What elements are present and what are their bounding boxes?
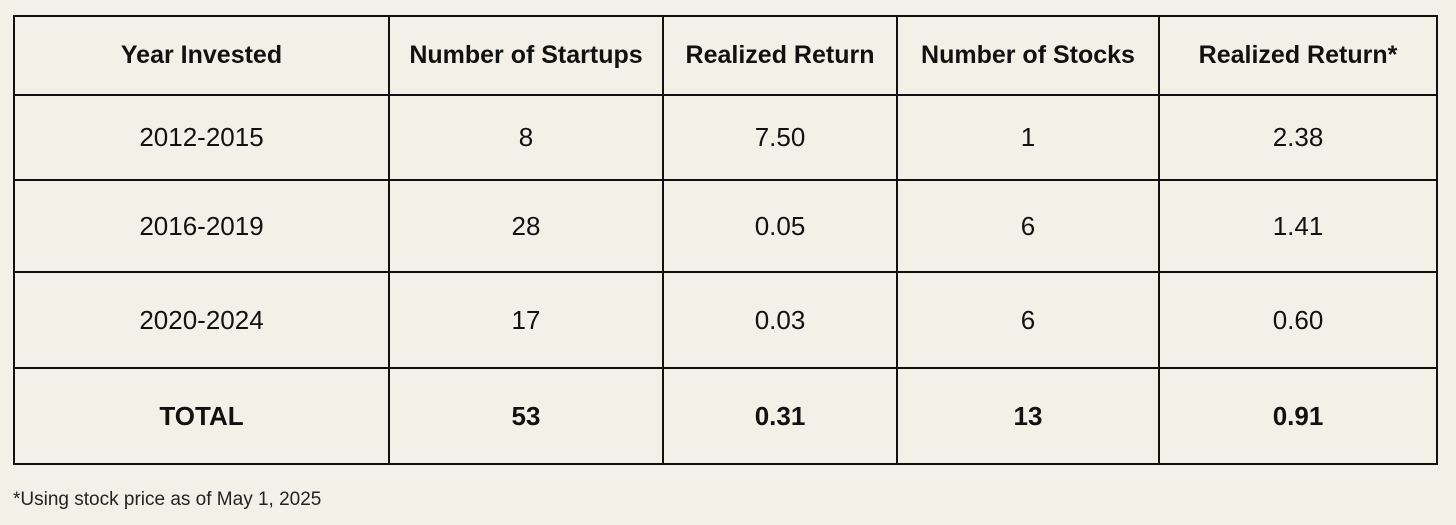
- data-cell: 2012-2015: [13, 94, 390, 181]
- data-cell: 0.05: [662, 179, 898, 273]
- data-cell: 8: [388, 94, 664, 181]
- total-cell: 0.91: [1158, 367, 1438, 465]
- data-cell: 28: [388, 179, 664, 273]
- footnote: *Using stock price as of May 1, 2025: [13, 489, 322, 510]
- data-row: 2016-2019 28 0.05 6 1.41: [13, 179, 1438, 273]
- data-cell: 2020-2024: [13, 271, 390, 369]
- data-row: 2012-2015 8 7.50 1 2.38: [13, 94, 1438, 181]
- header-cell: Realized Return: [662, 15, 898, 96]
- header-cell: Number of Startups: [388, 15, 664, 96]
- data-cell: 2016-2019: [13, 179, 390, 273]
- data-cell: 6: [896, 179, 1160, 273]
- total-cell: 0.31: [662, 367, 898, 465]
- data-cell: 7.50: [662, 94, 898, 181]
- data-row: 2020-2024 17 0.03 6 0.60: [13, 271, 1438, 369]
- total-cell: 53: [388, 367, 664, 465]
- data-cell: 6: [896, 271, 1160, 369]
- total-row: TOTAL 53 0.31 13 0.91: [13, 367, 1438, 465]
- data-cell: 0.03: [662, 271, 898, 369]
- header-cell: Number of Stocks: [896, 15, 1160, 96]
- total-cell: TOTAL: [13, 367, 390, 465]
- data-cell: 2.38: [1158, 94, 1438, 181]
- data-cell: 1.41: [1158, 179, 1438, 273]
- header-cell: Year Invested: [13, 15, 390, 96]
- data-cell: 1: [896, 94, 1160, 181]
- returns-table: Year Invested Number of Startups Realized …: [13, 15, 1438, 465]
- header-cell: Realized Return*: [1158, 15, 1438, 96]
- data-cell: 0.60: [1158, 271, 1438, 369]
- total-cell: 13: [896, 367, 1160, 465]
- header-row: Year Invested Number of Startups Realized …: [13, 15, 1438, 96]
- data-cell: 17: [388, 271, 664, 369]
